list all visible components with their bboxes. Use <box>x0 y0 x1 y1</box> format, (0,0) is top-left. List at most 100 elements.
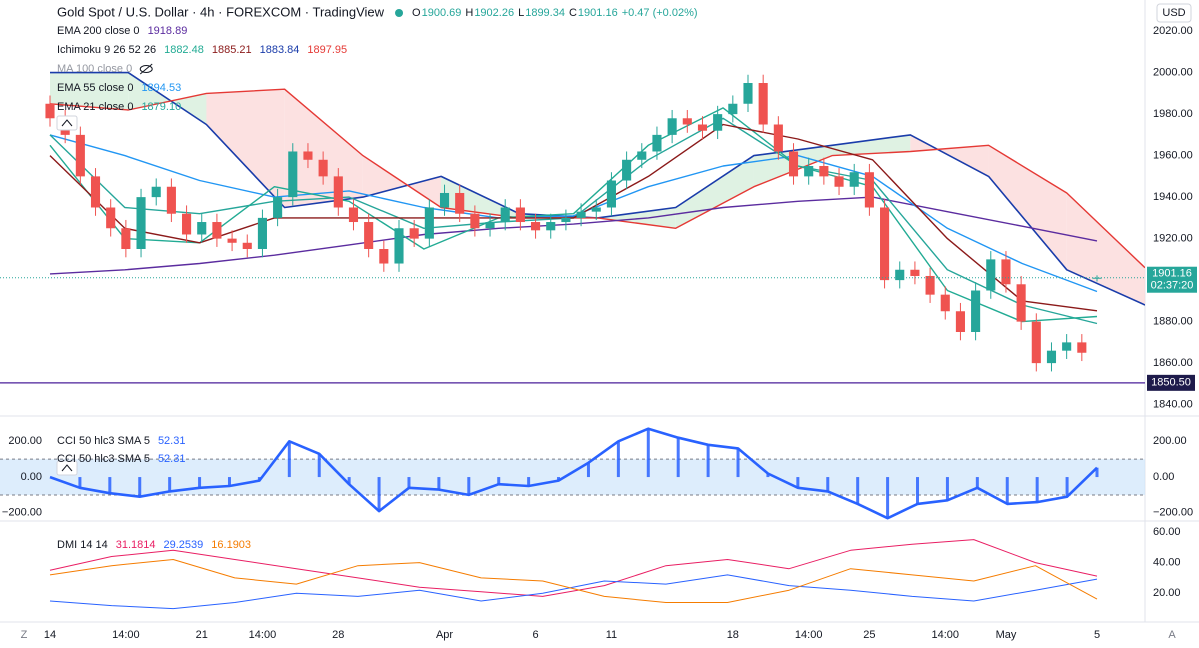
collapse-icon <box>61 119 73 127</box>
auto-button[interactable] <box>1162 626 1182 644</box>
x-tick-label: 21 <box>196 629 208 641</box>
y-tick-label: 1880.00 <box>1153 316 1193 328</box>
cci-bar <box>227 477 231 486</box>
x-tick-label: 11 <box>606 629 617 641</box>
candle-body <box>166 186 176 214</box>
cci-bar <box>317 453 321 478</box>
cci-bar <box>916 477 920 504</box>
candle-body <box>90 176 101 208</box>
legend-value: 52.31 <box>158 453 186 465</box>
cci-bar <box>287 441 291 478</box>
candle-body <box>773 124 783 152</box>
candle-body <box>910 269 920 276</box>
y-tick-label: 0.00 <box>1153 471 1174 483</box>
cci-bar <box>1005 477 1009 504</box>
indicator-line <box>49 134 1098 293</box>
cci-bar <box>586 462 590 478</box>
cci-bar <box>975 477 979 488</box>
legend-value: 31.1814 <box>116 539 156 551</box>
legend-value: 52.31 <box>158 435 186 447</box>
currency-label[interactable]: USD <box>1162 7 1185 19</box>
cci-bar <box>108 477 112 494</box>
x-tick-label: 14:00 <box>931 629 959 641</box>
cci-bar <box>1095 467 1099 478</box>
legend-name: EMA 200 close 0 <box>57 25 140 37</box>
candle-body <box>652 134 662 152</box>
candle-body <box>151 186 161 198</box>
candle-body <box>106 207 116 229</box>
cloud-segment <box>50 72 129 110</box>
dmi-line <box>49 539 1098 597</box>
cci-bar <box>646 428 650 478</box>
candle-body <box>804 166 814 177</box>
candle-body <box>45 103 55 119</box>
y-tick-label: −200.00 <box>1153 507 1193 519</box>
y-tick-label: 20.00 <box>1153 587 1181 599</box>
ohlc-label: O <box>412 7 421 19</box>
candle-body <box>394 228 404 264</box>
cci-bar <box>856 477 860 504</box>
cci-bar <box>945 477 949 501</box>
legend-value: 1897.95 <box>307 44 347 56</box>
y-tick-label-left: 200.00 <box>8 435 42 447</box>
y-tick-label-left: −200.00 <box>2 507 42 519</box>
collapse-legend-button[interactable] <box>56 460 78 476</box>
cloud-segment <box>597 207 676 229</box>
candle-body <box>955 311 965 332</box>
symbol-title: Gold Spot / U.S. Dollar · 4h · FOREXCOM … <box>57 4 385 19</box>
candle-body <box>333 176 343 208</box>
countdown-label: 02:37:20 <box>1151 280 1194 292</box>
plot-layer <box>0 71 1145 610</box>
x-tick-label: Apr <box>436 629 453 641</box>
auto-label[interactable]: A <box>1168 629 1176 641</box>
candle-body <box>1031 321 1041 364</box>
y-tick-label: 1980.00 <box>1153 108 1193 120</box>
collapse-legend-button[interactable] <box>56 115 78 131</box>
cloud-segment <box>1066 192 1145 306</box>
zoom-label[interactable]: Z <box>21 629 28 641</box>
x-tick-label: 5 <box>1094 629 1100 641</box>
candle-body <box>1062 342 1072 351</box>
candle-body <box>728 103 738 115</box>
cci-bar <box>138 477 142 497</box>
cci-bar <box>347 477 351 485</box>
last-price-label: 1901.16 <box>1152 268 1192 280</box>
cci-bar <box>407 477 411 488</box>
change-value: +0.47 (+0.02%) <box>622 7 698 19</box>
legend-value: 1879.10 <box>141 101 181 113</box>
candle-body <box>682 118 692 125</box>
candle-body <box>1016 284 1026 322</box>
cci-bar <box>766 473 770 478</box>
y-tick-label: 40.00 <box>1153 557 1181 569</box>
candle-body <box>591 207 601 212</box>
indicator-line <box>49 196 1098 275</box>
candle-body <box>788 151 799 177</box>
candle-body <box>75 134 85 177</box>
candle-body <box>485 222 495 229</box>
candle-body <box>606 180 616 208</box>
candle-body <box>273 197 283 218</box>
candle-body <box>971 290 981 332</box>
zoom-button[interactable] <box>14 626 34 644</box>
y-tick-label: 1840.00 <box>1153 399 1193 411</box>
legend-value: 1885.21 <box>212 44 252 56</box>
candle-body <box>743 83 753 104</box>
cloud-segment <box>284 89 363 208</box>
cci-bar <box>437 477 441 490</box>
legend-value: 1894.53 <box>141 82 181 94</box>
legend-name: CCI 50 hlc3 SMA 5 <box>57 435 150 447</box>
x-tick-label: May <box>996 629 1017 641</box>
candle-body <box>257 217 267 249</box>
candle-body <box>758 83 768 125</box>
candle-body <box>1001 259 1011 285</box>
candle-body <box>348 207 359 223</box>
candle-body <box>940 294 950 312</box>
currency-button[interactable] <box>1156 3 1192 23</box>
candle-body <box>637 151 647 160</box>
cci-bar <box>527 477 531 486</box>
cci-bar <box>78 477 82 488</box>
legend-value: 1883.84 <box>260 44 300 56</box>
legend-value: 16.1903 <box>211 539 251 551</box>
cci-line <box>49 427 1098 520</box>
